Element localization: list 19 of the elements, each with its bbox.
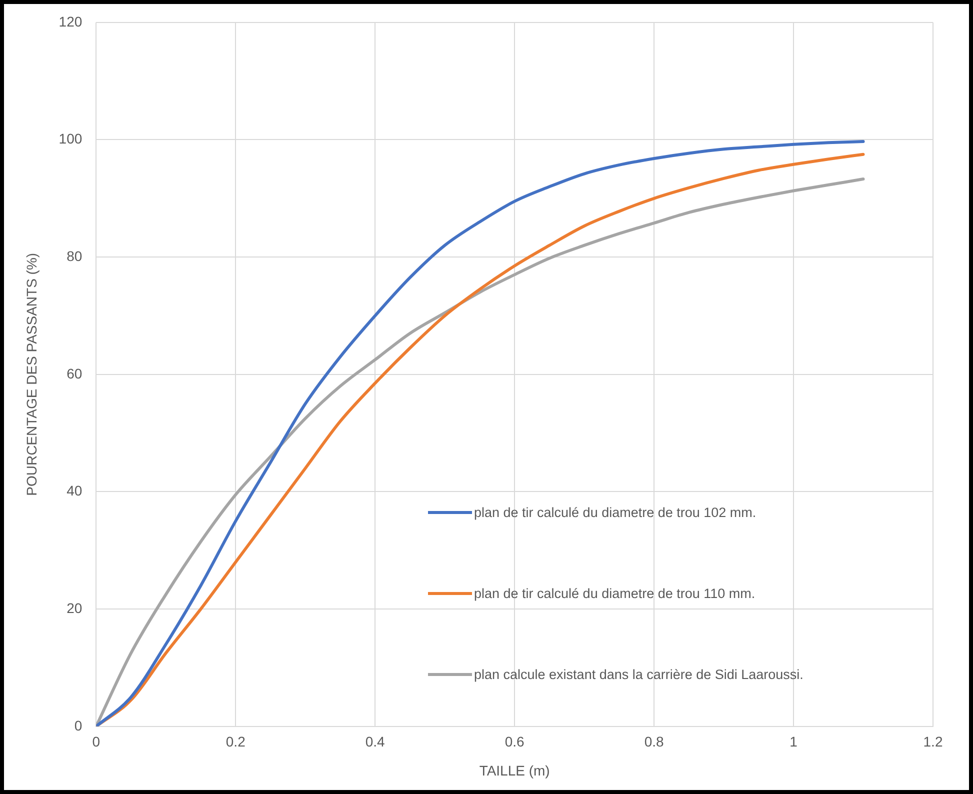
x-tick-label: 1.2 — [923, 734, 943, 750]
y-tick-label: 0 — [74, 717, 82, 734]
y-tick-label: 120 — [58, 13, 82, 30]
y-tick-label: 100 — [58, 130, 82, 147]
x-tick-label: 0.8 — [644, 734, 664, 750]
x-tick-label: 0.2 — [226, 734, 246, 750]
x-tick-label: 0 — [92, 734, 100, 750]
y-tick-label: 80 — [66, 248, 82, 264]
y-tick-label: 40 — [66, 482, 82, 499]
x-tick-label: 1 — [790, 734, 798, 750]
y-tick-label: 20 — [66, 600, 82, 616]
y-axis-title: POURCENTAGE DES PASSANTS (%) — [23, 252, 40, 496]
legend-label: plan de tir calculé du diametre de trou 102 mm. — [474, 504, 756, 520]
y-tick-label: 60 — [66, 365, 82, 382]
x-tick-label: 0.4 — [365, 734, 386, 750]
x-axis-title: TAILLE (m) — [479, 762, 550, 778]
x-tick-label: 0.6 — [504, 734, 525, 750]
legend-label: plan calcule existant dans la carrière de Sidi Laaroussi. — [474, 666, 804, 682]
legend-label: plan de tir calculé du diametre de trou 110 mm. — [474, 586, 756, 600]
